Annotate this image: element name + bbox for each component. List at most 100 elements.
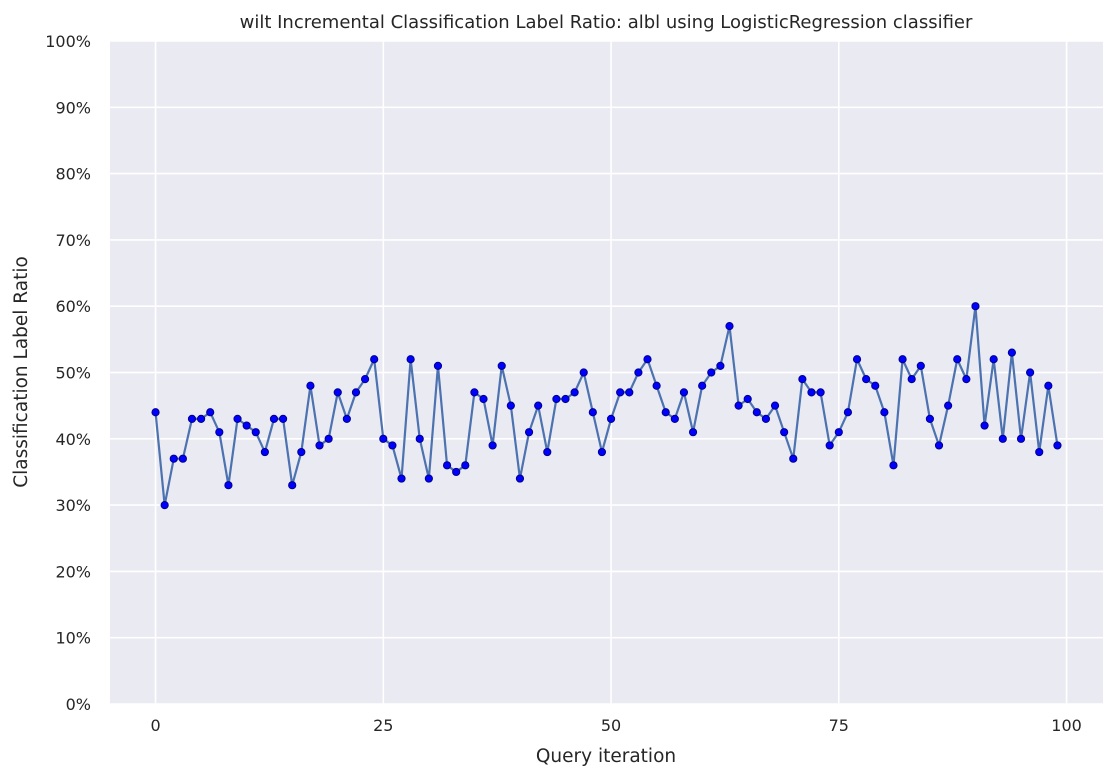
data-point (743, 394, 752, 404)
data-point (1026, 368, 1035, 377)
data-point (470, 388, 479, 397)
data-point (889, 461, 898, 470)
data-point (297, 447, 306, 457)
data-point (789, 454, 798, 463)
x-tick-label: 75 (829, 716, 849, 735)
data-point (898, 355, 907, 364)
data-point (962, 375, 971, 384)
data-point (606, 414, 616, 424)
series-line (154, 305, 1059, 507)
data-point (688, 428, 698, 437)
data-point (780, 428, 789, 437)
data-point (643, 355, 652, 364)
data-point (770, 401, 780, 410)
data-point (342, 414, 351, 424)
y-tick-label: 40% (55, 430, 91, 449)
y-tick-label: 60% (55, 297, 91, 316)
data-point (269, 414, 279, 424)
data-point (998, 434, 1007, 443)
data-point (442, 461, 452, 470)
data-point (433, 361, 443, 370)
data-point (862, 375, 871, 384)
data-point (333, 388, 342, 397)
data-point (169, 454, 178, 463)
data-point (698, 381, 707, 390)
x-tick-label: 25 (373, 716, 393, 735)
data-point (834, 428, 843, 437)
data-point (1035, 447, 1044, 457)
y-tick-label: 100% (45, 32, 91, 51)
data-point (360, 375, 370, 384)
data-point (324, 434, 333, 443)
chart-title: wilt Incremental Classification Label Ra… (240, 12, 973, 33)
data-point (178, 454, 187, 463)
data-point (807, 388, 816, 397)
data-point (260, 447, 269, 457)
data-point (515, 474, 525, 483)
data-point (679, 388, 689, 397)
data-point (852, 355, 862, 364)
data-point (1044, 381, 1053, 390)
y-tick-label: 30% (55, 496, 91, 515)
data-point (616, 388, 625, 397)
data-point (597, 447, 607, 457)
data-point (315, 441, 324, 450)
data-point (953, 355, 962, 364)
data-point (971, 302, 980, 311)
data-point (488, 441, 497, 450)
data-point (397, 474, 406, 483)
data-point (752, 408, 761, 417)
y-tick-label: 90% (55, 98, 91, 117)
data-point (278, 414, 288, 424)
data-point (907, 375, 916, 384)
data-point (661, 408, 670, 417)
data-point (406, 355, 415, 364)
data-point (415, 434, 424, 443)
data-point (224, 481, 233, 490)
data-point (734, 401, 743, 410)
y-tick-labels: 0% 10% 20% 30% 40% 50% 60% 70% 80% 90% 100% (45, 32, 91, 714)
data-point (588, 408, 597, 417)
data-point (761, 414, 771, 424)
data-point (242, 421, 251, 430)
y-axis-label: Classification Label Ratio (11, 256, 32, 488)
data-point (652, 381, 661, 390)
data-point (306, 381, 315, 390)
data-point (570, 388, 579, 397)
data-point (980, 421, 989, 430)
data-point (670, 414, 679, 424)
data-point (934, 441, 944, 450)
data-point (206, 408, 215, 417)
data-point (251, 428, 260, 437)
data-point (197, 414, 206, 424)
data-point (379, 434, 388, 443)
data-point (452, 467, 461, 477)
data-point (1016, 434, 1026, 443)
x-tick-label: 0 (150, 716, 160, 735)
x-tick-label: 50 (601, 716, 621, 735)
data-point (880, 408, 889, 417)
data-point (707, 368, 716, 377)
data-point (798, 375, 807, 384)
series-markers (151, 302, 1062, 510)
data-point (1053, 441, 1062, 450)
x-axis-label: Query iteration (536, 746, 676, 767)
data-point (151, 408, 160, 417)
data-point (534, 401, 543, 410)
data-point (561, 394, 570, 404)
data-point (1007, 348, 1017, 357)
data-point (634, 368, 643, 377)
y-tick-label: 10% (55, 629, 91, 648)
y-tick-label: 50% (55, 364, 91, 383)
data-point (506, 401, 515, 410)
data-point (825, 441, 834, 450)
data-point (497, 361, 506, 370)
data-point (461, 461, 470, 470)
data-point (479, 394, 488, 404)
data-point (944, 401, 953, 410)
data-point (871, 381, 880, 390)
data-point (233, 414, 242, 424)
data-point (625, 388, 634, 397)
data-point (916, 361, 925, 370)
